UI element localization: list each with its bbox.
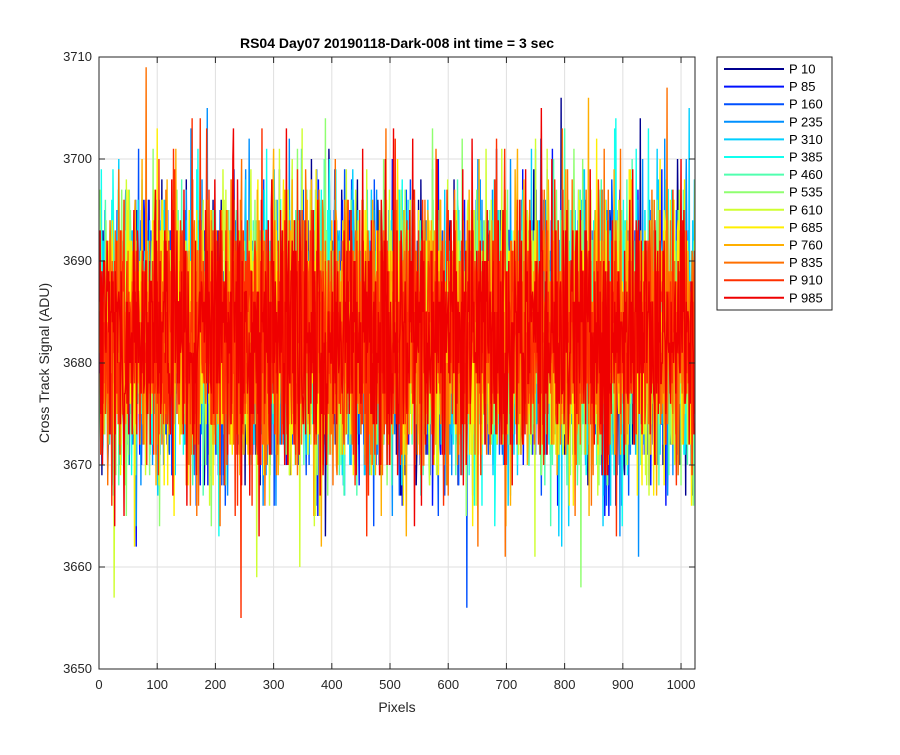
y-tick-label: 3710 — [63, 49, 92, 64]
y-tick-label: 3690 — [63, 253, 92, 268]
x-tick-label: 300 — [263, 677, 285, 692]
x-tick-label: 200 — [205, 677, 227, 692]
legend-label-10: P 685 — [789, 220, 823, 235]
y-tick-label: 3670 — [63, 457, 92, 472]
legend-label-9: P 610 — [789, 202, 823, 217]
legend-label-14: P 985 — [789, 290, 823, 305]
x-axis-label: Pixels — [378, 699, 415, 715]
legend-label-13: P 910 — [789, 273, 823, 288]
y-tick-label: 3680 — [63, 355, 92, 370]
x-tick-label: 600 — [437, 677, 459, 692]
legend-box — [716, 56, 833, 311]
y-tick-label: 3700 — [63, 151, 92, 166]
x-tick-label: 400 — [321, 677, 343, 692]
legend-label-1: P 10 — [789, 62, 816, 77]
x-tick-label: 700 — [496, 677, 518, 692]
y-axis-label: Cross Track Signal (ADU) — [36, 283, 52, 443]
series-line-14 — [99, 107, 695, 537]
x-tick-label: 900 — [612, 677, 634, 692]
legend-label-12: P 835 — [789, 255, 823, 270]
legend: P 10 P 85 P 160 P 235 P 310 P 385 P 460 P 535 P … — [716, 56, 833, 311]
legend-label-7: P 460 — [789, 167, 823, 182]
legend-label-6: P 385 — [789, 150, 823, 165]
legend-label-8: P 535 — [789, 185, 823, 200]
x-tick-label: 500 — [379, 677, 401, 692]
y-tick-label: 3660 — [63, 559, 92, 574]
ticks: 0 100 200 300 400 500 600 700 800 900 1000 3650 3660… — [63, 49, 695, 692]
legend-label-5: P 310 — [789, 132, 823, 147]
x-tick-label: 1000 — [667, 677, 696, 692]
legend-label-3: P 160 — [789, 97, 823, 112]
x-tick-label: 100 — [146, 677, 168, 692]
legend-label-2: P 85 — [789, 79, 816, 94]
legend-label-11: P 760 — [789, 238, 823, 253]
chart-title: RS04 Day07 20190118-Dark-008 int time = … — [240, 35, 554, 51]
x-tick-label: 0 — [95, 677, 102, 692]
y-tick-label: 3650 — [63, 661, 92, 676]
x-tick-label: 800 — [554, 677, 576, 692]
legend-label-4: P 235 — [789, 114, 823, 129]
series-group — [99, 67, 695, 619]
